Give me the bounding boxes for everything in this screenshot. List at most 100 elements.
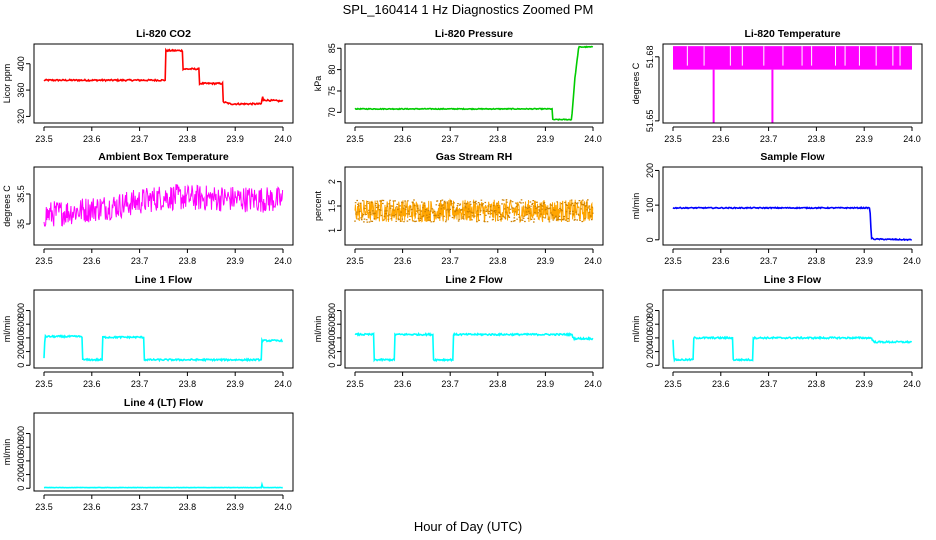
series-li-820-pressure (354, 45, 594, 121)
y-tick-label: 85 (327, 43, 337, 53)
y-tick-label: 800 (16, 303, 26, 318)
y-axis-label: kPa (313, 76, 323, 92)
x-tick-label: 23.9 (226, 502, 244, 512)
series-line (672, 206, 912, 242)
x-tick-label: 23.7 (760, 256, 778, 266)
panel-line-4-lt-flow: Line 4 (LT) Flow 23.5 23.6 23.7 23.8 23.9 24.0… (2, 397, 294, 512)
x-tick-label: 24.0 (274, 256, 292, 266)
y-tick-label: 600 (16, 440, 26, 455)
y-tick-label: 600 (327, 317, 337, 332)
x-tick-label: 23.8 (489, 256, 507, 266)
series-line (354, 331, 594, 363)
y-tick-label: 0 (645, 237, 655, 242)
plot-box (662, 43, 923, 124)
x-tick-label: 23.9 (537, 134, 555, 144)
plot-box (662, 166, 923, 246)
x-tick-label: 23.8 (489, 134, 507, 144)
panel-line-2-flow: Line 2 Flow 23.5 23.6 23.7 23.8 23.9 24.0 0 2004… (313, 274, 604, 389)
y-tick-label: 800 (327, 303, 337, 318)
y-tick-label: 80 (327, 65, 337, 75)
series-ambient-box-temperature (43, 184, 284, 227)
y-tick-label: 600 (645, 317, 655, 332)
panels: Li-820 CO2 23.5 23.6 23.7 23.8 23.9 24.0 320 360… (2, 28, 923, 512)
series-line-3-flow (672, 335, 913, 363)
y-tick-label: 400 (16, 56, 26, 71)
x-tick-label: 23.5 (35, 502, 53, 512)
y-tick-label: 0 (645, 363, 655, 368)
x-tick-label: 23.9 (537, 256, 555, 266)
panel-title: Li-820 CO2 (136, 28, 191, 40)
series-line (354, 45, 594, 121)
y-tick-label: 800 (645, 303, 655, 318)
y-axis-label: percent (313, 190, 323, 221)
x-tick-label: 23.5 (664, 134, 682, 144)
x-tick-label: 24.0 (903, 256, 921, 266)
x-tick-label: 23.9 (855, 379, 873, 389)
x-tick-label: 23.5 (35, 134, 53, 144)
panel-title: Li-820 Temperature (744, 28, 840, 40)
y-tick-label: 200 (645, 344, 655, 359)
x-tick-label: 23.7 (441, 134, 459, 144)
x-tick-label: 23.5 (35, 256, 53, 266)
panel-title: Li-820 Pressure (435, 28, 513, 40)
x-tick-label: 23.5 (35, 379, 53, 389)
plot-box (33, 43, 294, 124)
x-tick-label: 23.9 (226, 379, 244, 389)
panel-title: Sample Flow (760, 151, 825, 163)
x-tick-label: 23.7 (131, 502, 149, 512)
series-line (354, 198, 594, 223)
y-tick-label: 600 (16, 317, 26, 332)
x-tick-label: 23.6 (394, 256, 412, 266)
series-line (43, 481, 283, 489)
panel-title: Line 1 Flow (135, 274, 193, 286)
x-tick-label: 23.9 (226, 134, 244, 144)
x-tick-label: 23.6 (712, 134, 730, 144)
x-tick-label: 23.9 (226, 256, 244, 266)
y-tick-label: 75 (327, 86, 337, 96)
y-tick-label: 320 (16, 109, 26, 124)
panel-line-3-flow: Line 3 Flow 23.5 23.6 23.7 23.8 23.9 24.0 0 2004… (631, 274, 923, 389)
plot-box (662, 289, 923, 369)
panel-li-820-temperature: Li-820 Temperature 23.5 23.6 23.7 23.8 23.9 24… (631, 28, 923, 144)
y-tick-label: 360 (16, 83, 26, 98)
x-tick-label: 23.7 (131, 256, 149, 266)
series-band (673, 46, 912, 70)
x-tick-label: 23.5 (664, 256, 682, 266)
plot-box (33, 412, 294, 492)
y-tick-label: 2 (327, 179, 337, 184)
x-tick-label: 23.8 (489, 379, 507, 389)
x-tick-label: 23.6 (83, 502, 101, 512)
x-tick-label: 23.6 (712, 379, 730, 389)
x-tick-label: 23.5 (664, 379, 682, 389)
y-tick-label: 400 (327, 330, 337, 345)
panel-gas-stream-rh: Gas Stream RH 23.5 23.6 23.7 23.8 23.9 24.0 1 1.… (313, 151, 604, 266)
x-tick-label: 23.7 (131, 134, 149, 144)
x-tick-label: 23.7 (441, 379, 459, 389)
x-tick-label: 24.0 (584, 256, 602, 266)
series-line (672, 335, 913, 363)
x-tick-label: 23.8 (179, 134, 197, 144)
series-line (43, 333, 283, 363)
x-tick-label: 23.8 (179, 379, 197, 389)
series-line (43, 47, 284, 106)
series-gas-stream-rh (354, 198, 594, 223)
x-tick-label: 24.0 (903, 379, 921, 389)
plot-box (344, 166, 604, 246)
y-axis-label: ml/min (2, 316, 12, 343)
x-tick-label: 24.0 (274, 134, 292, 144)
y-tick-label: 0 (16, 363, 26, 368)
x-tick-label: 23.5 (346, 256, 364, 266)
y-tick-label: 200 (327, 344, 337, 359)
x-tick-label: 23.8 (808, 379, 826, 389)
figure-xlabel: Hour of Day (UTC) (414, 519, 522, 534)
panel-ambient-box-temperature: Ambient Box Temperature 23.5 23.6 23.7 23.8 2… (2, 151, 294, 266)
panel-sample-flow: Sample Flow 23.5 23.6 23.7 23.8 23.9 24.0 0 100 2… (631, 151, 923, 266)
x-tick-label: 23.8 (179, 256, 197, 266)
series-line-2-flow (354, 331, 594, 363)
series-li-820-co2 (43, 47, 284, 106)
x-tick-label: 23.9 (855, 256, 873, 266)
x-tick-label: 23.5 (346, 134, 364, 144)
panel-title: Line 3 Flow (764, 274, 822, 286)
series-line-4-lt-flow (43, 481, 283, 489)
